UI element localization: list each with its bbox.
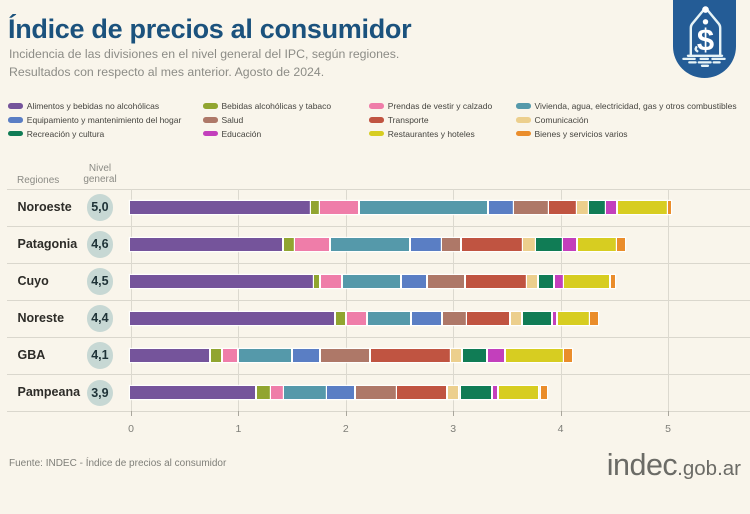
- svg-text:$: $: [696, 22, 713, 57]
